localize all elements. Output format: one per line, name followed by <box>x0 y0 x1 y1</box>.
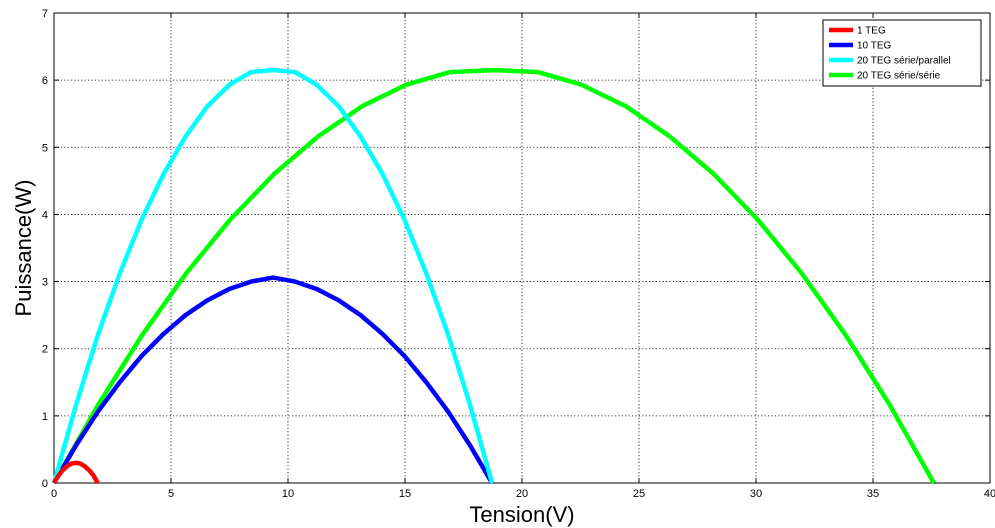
x-tick-label: 0 <box>51 488 57 500</box>
series-line-1 <box>52 460 100 485</box>
series-lines <box>51 67 936 485</box>
y-tick-label: 6 <box>42 75 48 87</box>
y-tick-label: 2 <box>42 344 48 356</box>
x-axis-title: Tension(V) <box>469 502 574 527</box>
x-tick-label: 10 <box>282 488 294 500</box>
x-tick-label: 15 <box>399 488 411 500</box>
legend-entry: 1 TEG <box>857 26 886 37</box>
series-line-2 <box>52 275 494 485</box>
x-tick-label: 35 <box>867 488 879 500</box>
x-tick-label: 40 <box>984 488 995 500</box>
y-tick-label: 5 <box>42 142 48 154</box>
axis-ticks: 0 5 10 15 20 25 30 35 40 0 1 2 3 4 5 6 7 <box>42 8 995 500</box>
x-tick-label: 20 <box>516 488 528 500</box>
x-tick-label: 30 <box>750 488 762 500</box>
y-tick-label: 7 <box>42 8 48 20</box>
legend-entry: 20 TEG série/parallel <box>857 56 951 67</box>
y-tick-label: 3 <box>42 277 48 289</box>
grid <box>54 13 990 483</box>
series-line-4 <box>52 67 936 485</box>
y-axis-title: Puissance(W) <box>11 180 36 317</box>
y-tick-label: 4 <box>42 209 48 221</box>
legend-entry: 20 TEG série/série <box>857 71 941 82</box>
x-tick-label: 5 <box>168 488 174 500</box>
legend-entry: 10 TEG <box>857 41 891 52</box>
x-tick-label: 25 <box>633 488 645 500</box>
y-tick-label: 1 <box>42 411 48 423</box>
y-tick-label: 0 <box>42 478 48 490</box>
legend: 1 TEG 10 TEG 20 TEG série/parallel 20 TEG s… <box>822 19 982 87</box>
series-line-3 <box>51 67 495 484</box>
